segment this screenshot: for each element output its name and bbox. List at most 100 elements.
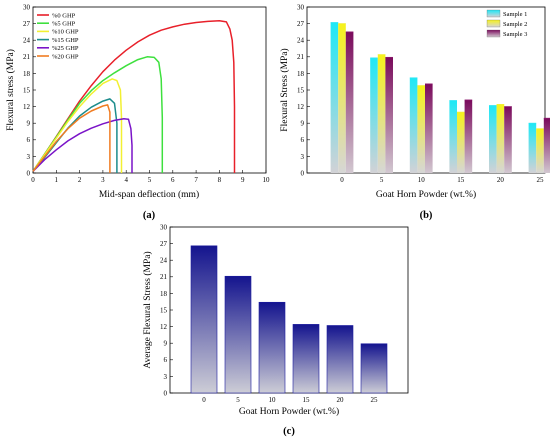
legend-label: Sample 2	[503, 21, 527, 28]
bar	[292, 324, 320, 394]
x-tick-label: 20	[337, 396, 345, 404]
y-tick-label: 21	[23, 53, 31, 61]
y-tick-label: 15	[160, 306, 168, 314]
bar	[377, 54, 386, 173]
panel-c-y-axis-label: Average Flexural Stress (MPa)	[142, 251, 153, 368]
y-tick-label: 30	[160, 223, 168, 231]
legend-label: %0 GHP	[52, 12, 76, 19]
x-tick-label: 5	[236, 396, 240, 404]
series-line	[32, 20, 236, 173]
panel-b-y-axis-label: Flexural Stress (MPa)	[279, 48, 290, 131]
panel-b-bars	[330, 22, 550, 174]
panel-c-label: (c)	[283, 426, 295, 437]
x-tick-label: 15	[303, 396, 311, 404]
bar	[543, 118, 550, 173]
bar	[326, 325, 354, 394]
legend-swatch	[486, 9, 501, 18]
bar	[457, 112, 465, 173]
y-tick-label: 21	[160, 273, 168, 281]
bar	[409, 77, 418, 173]
panel-a-x-axis: 0 1 2 3 4 5 6 7 8 9 10	[31, 170, 270, 184]
legend-label: %25 GHP	[52, 45, 79, 52]
y-tick-label: 30	[23, 3, 31, 11]
x-tick-label: 0	[340, 176, 344, 184]
bar	[504, 106, 512, 173]
x-tick-label: 0	[202, 396, 206, 404]
y-tick-label: 6	[164, 356, 168, 364]
bar	[330, 22, 339, 174]
panel-b-legend: Sample 1 Sample 2 Sample 3	[486, 9, 527, 38]
y-tick-label: 18	[297, 70, 305, 78]
y-tick-label: 9	[301, 120, 305, 128]
y-tick-label: 0	[301, 169, 305, 177]
y-tick-label: 12	[160, 323, 168, 331]
bar	[345, 31, 354, 174]
x-tick-label: 8	[218, 176, 222, 184]
panel-a-x-axis-label: Mid-span deflection (mm)	[99, 189, 199, 200]
y-tick-label: 0	[27, 169, 31, 177]
legend-label: %5 GHP	[52, 21, 76, 28]
x-tick-label: 4	[124, 176, 128, 184]
y-tick-label: 15	[297, 86, 305, 94]
series-line	[32, 104, 111, 173]
panel-b-y-axis: 0 3 6 9 12 15 18 21 24 27 30	[297, 3, 310, 177]
bar	[496, 104, 505, 173]
x-tick-label: 25	[537, 176, 545, 184]
y-tick-label: 18	[23, 70, 31, 78]
y-tick-label: 3	[164, 373, 168, 381]
x-tick-label: 10	[263, 176, 271, 184]
x-tick-label: 15	[457, 176, 465, 184]
bar	[425, 83, 433, 173]
legend-label: %10 GHP	[52, 29, 79, 36]
y-tick-label: 15	[23, 86, 31, 94]
panel-c-x-axis-label: Goat Horn Powder (wt.%)	[239, 406, 339, 417]
y-tick-label: 12	[297, 103, 305, 111]
y-tick-label: 27	[160, 240, 168, 248]
bar	[338, 23, 346, 173]
x-tick-label: 5	[380, 176, 384, 184]
x-tick-label: 0	[31, 176, 35, 184]
panel-a-label: (a)	[143, 210, 156, 221]
y-tick-label: 0	[164, 389, 168, 397]
panel-a-series-lines	[32, 20, 236, 173]
series-line	[32, 78, 123, 173]
legend-label: %15 GHP	[52, 37, 79, 44]
x-tick-label: 1	[55, 176, 59, 184]
y-tick-label: 9	[27, 120, 31, 128]
x-tick-label: 25	[371, 396, 379, 404]
bar	[258, 301, 286, 394]
y-tick-label: 27	[297, 20, 305, 28]
bar	[417, 85, 425, 173]
panel-a-y-axis-label: Flexural stress (MPa)	[5, 49, 16, 131]
x-tick-label: 5	[148, 176, 152, 184]
y-tick-label: 27	[23, 20, 31, 28]
legend-label: Sample 3	[503, 31, 527, 38]
bar	[528, 123, 537, 173]
y-tick-label: 3	[27, 153, 31, 161]
bar	[449, 100, 457, 173]
bar	[385, 57, 393, 173]
series-line	[32, 118, 133, 173]
x-tick-label: 2	[78, 176, 82, 184]
panel-a-legend: %0 GHP %5 GHP%10 GHP%15 GHP%25 GHP%20 GHP	[37, 12, 79, 60]
panel-c-y-axis: 0 3 6 9 12 15 18 21 24 27 30	[160, 223, 173, 397]
y-tick-label: 21	[297, 53, 305, 61]
x-tick-label: 3	[101, 176, 105, 184]
y-tick-label: 9	[164, 340, 168, 348]
y-tick-label: 6	[27, 136, 31, 144]
panel-b-x-axis-label: Goat Horn Powder (wt.%)	[376, 189, 476, 200]
y-tick-label: 6	[301, 136, 305, 144]
bar	[224, 275, 252, 394]
legend-swatch	[486, 19, 501, 28]
bar	[464, 99, 473, 173]
x-tick-label: 20	[497, 176, 505, 184]
x-tick-label: 10	[418, 176, 426, 184]
bar	[190, 245, 218, 394]
legend-label: %20 GHP	[52, 53, 79, 60]
y-tick-label: 18	[160, 290, 168, 298]
panel-c-bar-chart: 0 3 6 9 12 15 18 21 24 27 30 0 5 10 15 20 25 Goat Horn …	[142, 223, 409, 437]
x-tick-label: 7	[194, 176, 198, 184]
y-tick-label: 12	[23, 103, 31, 111]
legend-label: Sample 1	[503, 11, 527, 18]
